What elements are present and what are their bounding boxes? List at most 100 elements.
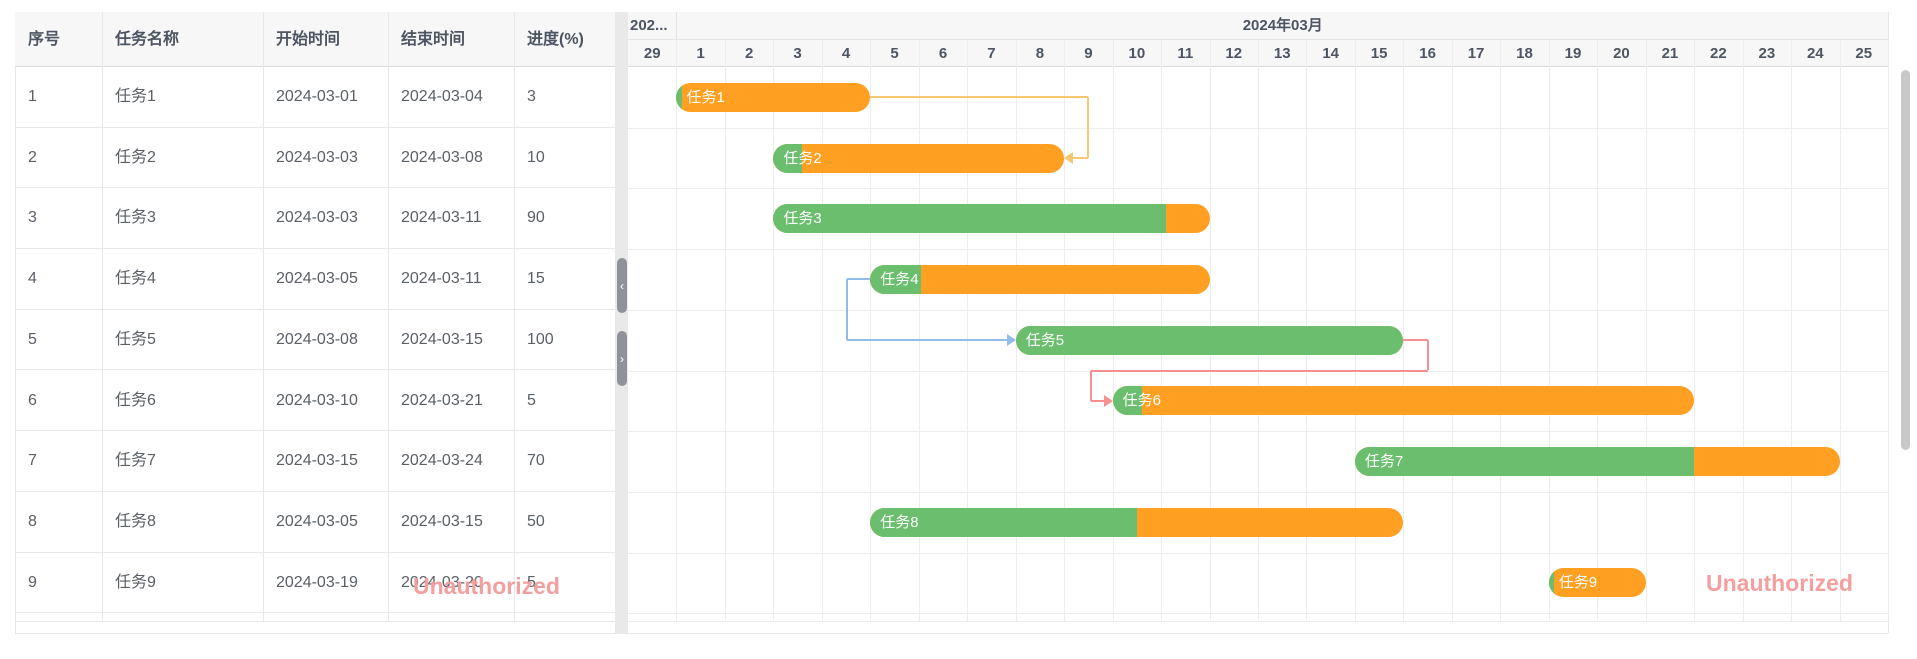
- dep-line-vertical: [846, 279, 849, 341]
- day-header-cell: 20: [1597, 40, 1646, 67]
- grid-vline: [676, 40, 678, 621]
- gantt-bar[interactable]: 任务4: [870, 264, 1210, 294]
- splitter-expand-handle[interactable]: ›: [617, 331, 627, 386]
- table-cell: 5: [527, 573, 536, 591]
- table-cell: 任务2: [115, 148, 156, 166]
- table-row[interactable]: 2 任务2 2024-03-03 2024-03-08 10: [15, 128, 615, 189]
- table-cell: 100: [527, 330, 554, 348]
- table-cell: 2024-03-08: [401, 148, 483, 166]
- table-cell: 2024-03-03: [276, 209, 358, 227]
- table-row[interactable]: 3 任务3 2024-03-03 2024-03-11 90: [15, 188, 615, 250]
- table-cell: 2024-03-04: [401, 88, 483, 105]
- grid-hline: [628, 127, 1888, 129]
- dep-line-horizontal: [1090, 399, 1104, 402]
- table-row[interactable]: 9 任务9 2024-03-19 2024-03-20 5: [15, 553, 615, 614]
- table-row[interactable]: 8 任务8 2024-03-05 2024-03-15 50: [15, 492, 615, 553]
- grid-vline: [724, 40, 726, 621]
- gantt-bar[interactable]: 任务6: [1112, 386, 1695, 416]
- day-header-cell: 22: [1694, 40, 1743, 67]
- table-col-border: [102, 12, 103, 621]
- gantt-bar-label: 任务8: [880, 513, 919, 531]
- grid-hline: [628, 552, 1888, 554]
- table-row[interactable]: 6 任务6 2024-03-10 2024-03-21 5: [15, 371, 615, 432]
- table-cell: 任务9: [115, 573, 156, 591]
- grid-vline: [773, 40, 775, 621]
- dep-arrow-right: [1103, 394, 1113, 407]
- dep-line-horizontal: [1403, 339, 1429, 342]
- dep-line-horizontal: [847, 339, 1007, 342]
- dep-arrow-right: [1006, 334, 1016, 347]
- table-cell: 2024-03-15: [401, 330, 483, 348]
- gantt-bar[interactable]: 任务1: [676, 82, 871, 112]
- grid-hline: [628, 188, 1888, 190]
- table-row[interactable]: 5 任务5 2024-03-08 2024-03-15 100: [15, 310, 615, 371]
- table-header-1: 任务名称: [102, 12, 263, 67]
- day-header-cell: 14: [1306, 40, 1355, 67]
- gantt-bar-progress: [676, 82, 683, 112]
- grid-hline: [628, 613, 1888, 615]
- grid-vline: [1888, 40, 1889, 621]
- splitter-collapse-handle[interactable]: ‹: [617, 258, 627, 313]
- day-header-cell: 19: [1548, 40, 1598, 67]
- day-header-cell: 23: [1742, 40, 1792, 67]
- gantt-bar[interactable]: 任务8: [870, 507, 1404, 537]
- vertical-scrollbar-thumb[interactable]: [1901, 70, 1910, 450]
- table-cell: 5: [28, 330, 37, 348]
- table-cell: 2024-03-05: [276, 512, 358, 530]
- gantt-bar-progress: [773, 143, 803, 173]
- gantt-bar-label: 任务7: [1364, 453, 1404, 471]
- table-row[interactable]: 4 任务4 2024-03-05 2024-03-11 15: [15, 249, 615, 310]
- gantt-bar-progress: [1112, 386, 1142, 416]
- table-cell: 2: [28, 148, 37, 166]
- table-header-4: 进度(%): [514, 12, 615, 67]
- gantt-bar-label: 任务2: [783, 149, 822, 167]
- table-cell: 90: [527, 209, 545, 227]
- table-cell: 50: [527, 512, 545, 530]
- day-header-cell: 2: [724, 40, 774, 67]
- table-cell: 2024-03-03: [276, 148, 358, 166]
- table-cell: 任务3: [115, 209, 156, 227]
- table-cell: 9: [28, 573, 37, 591]
- table-header-2: 开始时间: [263, 12, 388, 67]
- day-header-cell: 9: [1064, 40, 1113, 67]
- table-cell: 6: [28, 391, 37, 409]
- grid-vline: [1839, 40, 1841, 621]
- grid-hline: [628, 431, 1888, 433]
- grid-vline: [1694, 40, 1696, 621]
- day-header-cell: 4: [821, 40, 871, 67]
- gantt-bar[interactable]: 任务3: [773, 204, 1210, 234]
- gantt-bar-label: 任务9: [1558, 574, 1598, 592]
- gantt-bar-label: 任务4: [880, 270, 919, 288]
- table-cell: 2024-03-15: [401, 512, 483, 530]
- grid-hline: [628, 491, 1888, 493]
- day-header-cell: 29: [628, 40, 677, 67]
- grid-hline: [628, 249, 1888, 251]
- gantt-bar[interactable]: 任务5: [1015, 325, 1404, 355]
- table-cell: 2024-03-24: [401, 452, 483, 470]
- day-header-cell: 3: [773, 40, 822, 67]
- gantt-bar[interactable]: 任务2: [773, 143, 1065, 173]
- day-header-cell: 25: [1839, 40, 1888, 67]
- table-cell: 8: [28, 512, 37, 530]
- gantt-bar[interactable]: 任务9: [1548, 568, 1646, 598]
- gantt-bar[interactable]: 任务7: [1354, 447, 1840, 477]
- chevron-left-icon: ‹: [620, 278, 624, 293]
- grid-vline: [967, 40, 969, 621]
- grid-vline: [1791, 40, 1793, 621]
- day-header-cell: 6: [918, 40, 968, 67]
- day-header-cell: 16: [1403, 40, 1452, 67]
- table-cell: 15: [527, 270, 545, 288]
- table-header-0: 序号: [15, 12, 102, 67]
- table-cell: 2024-03-08: [276, 330, 358, 348]
- table-row[interactable]: 7 任务7 2024-03-15 2024-03-24 70: [15, 431, 615, 492]
- splitter[interactable]: [615, 12, 628, 633]
- table-cell: 2024-03-05: [276, 270, 358, 288]
- day-header-cell: 18: [1500, 40, 1549, 67]
- table-cell: 任务6: [115, 391, 156, 409]
- day-header-cell: 8: [1015, 40, 1065, 67]
- table-row[interactable]: 1 任务1 2024-03-01 2024-03-04 3: [15, 67, 615, 128]
- dep-line-horizontal: [1073, 157, 1089, 160]
- gantt-bar-progress: [1015, 325, 1404, 355]
- grid-vline: [1451, 40, 1453, 621]
- gantt-bar-label: 任务6: [1122, 392, 1161, 410]
